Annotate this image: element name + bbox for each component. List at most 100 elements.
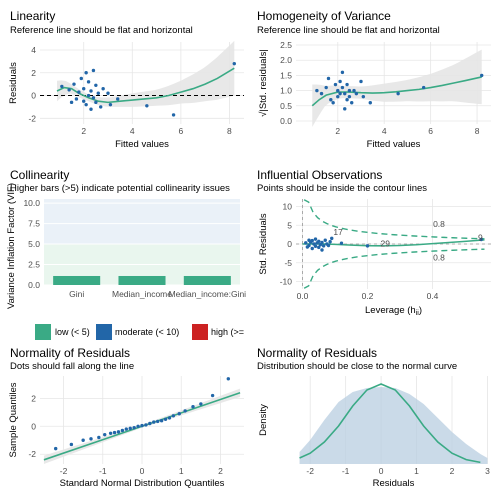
y-tick-label: -2 xyxy=(28,449,36,459)
data-point xyxy=(330,236,334,241)
data-point xyxy=(124,427,129,431)
x-axis-label-subscript: ii xyxy=(416,310,420,317)
data-point xyxy=(82,99,86,103)
data-point xyxy=(74,97,79,101)
data-point xyxy=(340,85,345,90)
qq-subtitle: Dots should fall along the line xyxy=(10,361,135,372)
x-tick-label: 0.4 xyxy=(427,291,439,301)
data-point xyxy=(319,91,324,96)
data-point xyxy=(163,417,168,422)
data-point xyxy=(340,70,345,75)
data-point xyxy=(171,414,176,418)
point-label: 17 xyxy=(333,227,343,237)
data-point xyxy=(91,96,96,100)
y-tick-label: -5 xyxy=(284,258,292,268)
data-point xyxy=(317,239,321,244)
data-point xyxy=(128,426,132,431)
y-axis-label: √|Std. residuals| xyxy=(258,49,269,117)
y-tick-label: 0.0 xyxy=(28,280,40,290)
x-axis-label: Fitted values xyxy=(115,139,169,150)
cooks-contour-upper xyxy=(303,199,485,240)
data-point xyxy=(132,425,136,430)
y-tick-label: -2 xyxy=(28,113,36,123)
legend-label-low: low (< 5) xyxy=(55,327,90,337)
data-point xyxy=(331,101,335,105)
y-tick-label: 5 xyxy=(287,220,292,230)
x-tick-label: -2 xyxy=(60,466,68,476)
data-point xyxy=(347,88,352,93)
data-point xyxy=(86,93,91,98)
data-point xyxy=(94,83,98,87)
x-tick-label: 6 xyxy=(178,126,183,136)
linearity-subtitle: Reference line should be flat and horizo… xyxy=(10,25,193,36)
homogeneity-title: Homogeneity of Variance xyxy=(257,9,391,23)
data-point xyxy=(89,89,93,93)
x-tick-label: 1 xyxy=(414,466,419,476)
data-point xyxy=(421,85,426,90)
data-point xyxy=(94,100,98,105)
x-tick-label: Median_income:Gini xyxy=(169,289,247,299)
data-point xyxy=(79,76,83,81)
data-point xyxy=(320,240,324,245)
vif-bar xyxy=(53,275,101,285)
collinearity-plot: 0.0 2.5 5.0 7.5 10.0 Gini Median_incomeMedian_… xyxy=(6,183,247,309)
data-point xyxy=(159,418,164,423)
data-point xyxy=(320,248,324,252)
y-axis-label: Density xyxy=(258,404,269,436)
y-tick-label: 4 xyxy=(31,45,36,55)
y-axis-label: Sample Quantiles xyxy=(8,382,19,457)
legend-label-moderate: moderate (< 10) xyxy=(115,327,180,337)
data-point xyxy=(136,424,140,428)
data-point xyxy=(167,416,172,420)
x-tick-label: -2 xyxy=(306,466,314,476)
y-tick-label: 5.0 xyxy=(28,239,40,249)
data-point xyxy=(116,430,121,434)
data-point xyxy=(60,84,64,89)
x-tick-label: 2 xyxy=(450,466,455,476)
data-point xyxy=(333,82,338,87)
data-point xyxy=(140,423,144,428)
x-tick-label: 0 xyxy=(379,466,384,476)
data-point xyxy=(103,432,107,437)
density-plot: -2 -1 0 1 2 3 Residuals Density xyxy=(258,376,491,489)
data-point xyxy=(479,237,483,242)
cooks-contour-lower xyxy=(303,248,485,289)
y-tick-label: 0.0 xyxy=(280,116,292,126)
data-point xyxy=(89,437,93,441)
data-point xyxy=(67,88,71,92)
data-point xyxy=(81,438,85,442)
data-point xyxy=(328,240,332,244)
smooth-line xyxy=(302,239,485,247)
y-axis-label: Std. Residuals xyxy=(258,213,269,275)
data-point xyxy=(317,245,321,250)
x-tick-label: Median_income xyxy=(112,289,172,299)
x-tick-label: 1 xyxy=(179,466,184,476)
influential-subtitle: Points should be inside the contour line… xyxy=(257,183,428,194)
x-tick-label: 8 xyxy=(475,126,480,136)
data-point xyxy=(97,435,101,440)
data-point xyxy=(226,377,231,381)
vif-bar xyxy=(183,275,231,285)
collinearity-subtitle: Higher bars (>5) indicate potential coll… xyxy=(10,183,230,194)
data-point xyxy=(69,442,74,447)
x-tick-label: 0.2 xyxy=(362,291,374,301)
data-point xyxy=(232,61,236,66)
data-point xyxy=(352,88,356,93)
x-axis-label: Fitted values xyxy=(367,139,421,150)
qq-plot: -2 -1 0 1 2 -2 0 2 Standard Normal Distribution … xyxy=(8,376,244,489)
x-tick-label: 6 xyxy=(428,126,433,136)
x-tick-label: -1 xyxy=(342,466,350,476)
data-point xyxy=(191,405,195,409)
x-axis-label: Leverage (hii) xyxy=(365,305,422,317)
data-point xyxy=(338,79,342,84)
data-point xyxy=(144,423,148,427)
point-label: 29 xyxy=(381,238,391,248)
data-point xyxy=(310,246,314,251)
smooth-line xyxy=(311,76,482,107)
x-tick-label: 4 xyxy=(382,126,387,136)
x-tick-label: -1 xyxy=(99,466,107,476)
data-point xyxy=(152,420,156,424)
data-point xyxy=(338,91,342,96)
y-tick-label: 1.5 xyxy=(280,70,292,80)
data-point xyxy=(329,98,333,102)
